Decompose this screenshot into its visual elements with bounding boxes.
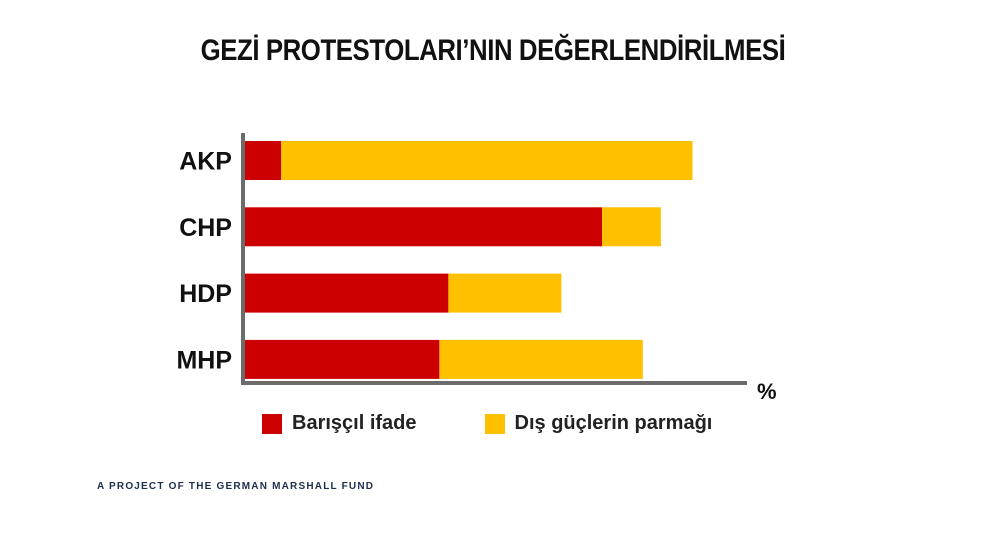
legend-label-peaceful: Barışçıl ifade <box>292 412 417 434</box>
chart-title: GEZİ PROTESTOLARI’NIN DEĞERLENDİRİLMESİ <box>200 34 786 67</box>
legend-swatch-peaceful <box>262 413 282 434</box>
legend: Barışçıl ifade Dış güçlerin parmağı <box>262 412 780 435</box>
bar-akp-series-1 <box>281 141 693 180</box>
bar-chp-series-1 <box>602 207 661 247</box>
bars-layer <box>245 141 693 379</box>
bar-chp-series-0 <box>245 207 603 247</box>
legend-item-peaceful: Barışçıl ifade <box>262 412 417 435</box>
legend-label-foreign: Dış güçlerin parmağı <box>514 412 713 434</box>
bar-akp-series-0 <box>245 141 282 180</box>
legend-item-foreign: Dış güçlerin parmağı <box>484 412 713 435</box>
bar-hdp-series-0 <box>245 273 449 313</box>
footer-credit: A PROJECT OF THE GERMAN MARSHALL FUND <box>97 481 375 492</box>
category-labels: AKP CHP HDP MHP <box>176 148 232 375</box>
bar-mhp-series-0 <box>245 339 440 379</box>
legend-swatch-foreign <box>484 413 505 434</box>
bar-hdp-series-1 <box>448 273 562 313</box>
category-label-hdp: HDP <box>179 280 232 308</box>
category-label-mhp: MHP <box>176 346 232 374</box>
category-label-akp: AKP <box>179 148 232 176</box>
x-axis-unit-label: % <box>757 379 777 404</box>
bar-mhp-series-1 <box>439 339 643 379</box>
category-label-chp: CHP <box>179 214 232 242</box>
